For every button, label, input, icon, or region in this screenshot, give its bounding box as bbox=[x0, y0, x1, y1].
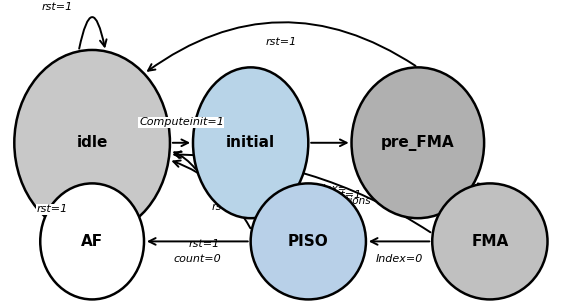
Text: Index=
#accumulations: Index= #accumulations bbox=[286, 184, 371, 206]
Text: initial: initial bbox=[226, 135, 275, 150]
Text: Computeinit=1: Computeinit=1 bbox=[139, 117, 224, 128]
Text: Index=0: Index=0 bbox=[375, 254, 423, 264]
Text: rst=1: rst=1 bbox=[265, 37, 297, 47]
Text: rst=1: rst=1 bbox=[42, 2, 73, 12]
Text: PISO: PISO bbox=[288, 234, 329, 249]
Text: AF: AF bbox=[81, 234, 103, 249]
Ellipse shape bbox=[40, 183, 144, 299]
Text: rst=1: rst=1 bbox=[36, 205, 68, 214]
Text: pre_FMA: pre_FMA bbox=[381, 135, 455, 151]
Text: idle: idle bbox=[76, 135, 108, 150]
Text: rst=1: rst=1 bbox=[330, 190, 361, 200]
Ellipse shape bbox=[352, 67, 484, 218]
Text: rst=1: rst=1 bbox=[189, 238, 220, 249]
Text: FMA: FMA bbox=[471, 234, 509, 249]
Ellipse shape bbox=[193, 67, 308, 218]
Text: count=0: count=0 bbox=[173, 254, 221, 264]
Ellipse shape bbox=[251, 183, 366, 299]
Ellipse shape bbox=[432, 183, 548, 299]
Ellipse shape bbox=[15, 50, 170, 236]
Text: rst=1: rst=1 bbox=[212, 202, 243, 212]
